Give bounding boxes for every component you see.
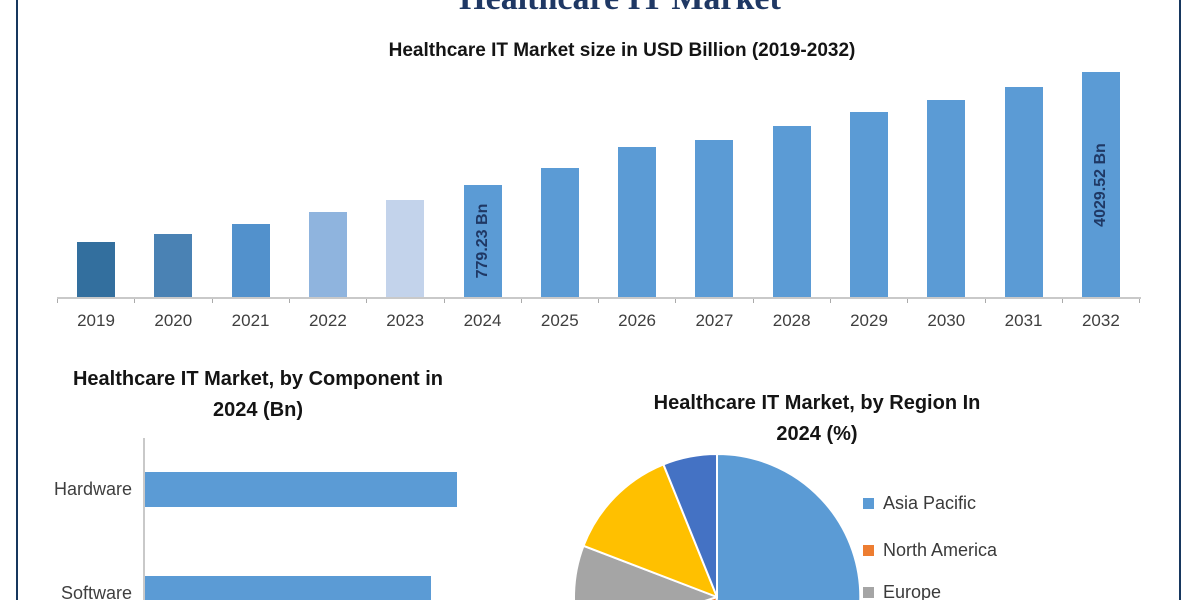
component-chart-title-line2: 2024 (Bn) xyxy=(212,399,304,421)
bar-2029 xyxy=(850,112,888,297)
x-axis-tick xyxy=(1139,299,1141,303)
legend-label-asia-pacific: Asia Pacific xyxy=(883,492,977,513)
bar-2025 xyxy=(540,168,579,297)
bar-2020 xyxy=(154,234,193,297)
x-axis-tick xyxy=(288,299,290,303)
x-axis-tick xyxy=(830,299,831,303)
x-axis-tick xyxy=(598,299,600,303)
pie-slice-unlabeled-3 xyxy=(582,463,718,598)
category-label-hardware: Hardware xyxy=(53,479,132,499)
x-axis-tick xyxy=(134,299,136,303)
bar-2021 xyxy=(231,224,270,297)
x-axis-label-2027: 2027 xyxy=(695,311,734,330)
x-axis-label-2021: 2021 xyxy=(231,311,270,330)
pie-slice-europe xyxy=(573,544,718,600)
legend-label-north-america: North America xyxy=(883,539,998,560)
page-title: Healthcare IT Market xyxy=(40,0,1200,18)
bar-software xyxy=(145,576,431,600)
x-axis-label-2024: 2024 xyxy=(463,311,502,330)
x-axis-tick xyxy=(984,299,986,303)
x-axis-tick xyxy=(1061,299,1063,303)
bar-2027 xyxy=(695,140,734,297)
category-label-software: Software xyxy=(60,583,132,600)
x-axis-label-2030: 2030 xyxy=(927,311,966,330)
legend-item-asia-pacific: Asia Pacific xyxy=(863,493,976,513)
x-axis-label-2019: 2019 xyxy=(77,311,115,330)
component-chart-title: Healthcare IT Market, by Component in 20… xyxy=(18,364,498,426)
x-axis-tick xyxy=(520,299,522,303)
x-axis-tick xyxy=(57,299,58,303)
legend-marker-asia-pacific xyxy=(863,497,874,509)
x-axis-label-2028: 2028 xyxy=(772,311,811,330)
legend-marker-north-america xyxy=(863,544,874,556)
frame-border-right xyxy=(1179,0,1181,600)
x-axis-label-2031: 2031 xyxy=(1004,311,1043,330)
x-axis-label-2023: 2023 xyxy=(386,311,425,330)
region-chart-title-line2: 2024 (%) xyxy=(776,423,858,445)
bar-2024 xyxy=(463,185,502,297)
component-axis-line xyxy=(143,438,145,600)
legend-item-europe: Europe xyxy=(863,582,941,600)
region-pie-chart xyxy=(540,440,1200,600)
x-axis-tick xyxy=(443,299,445,303)
bar-2022 xyxy=(308,212,347,297)
pie-slice-asia-pacific xyxy=(715,452,862,600)
x-axis-line xyxy=(57,297,1141,299)
x-axis-tick xyxy=(675,299,677,303)
bar-hardware xyxy=(145,472,457,507)
pie-slice-unlabeled-4 xyxy=(662,452,718,598)
bar-2023 xyxy=(386,200,425,297)
legend-label-europe: Europe xyxy=(883,581,942,600)
x-axis-label-2022: 2022 xyxy=(308,311,347,330)
x-axis-label-2029: 2029 xyxy=(850,311,888,330)
bar-2031 xyxy=(1004,87,1043,297)
x-axis-tick xyxy=(907,299,909,303)
bar-2030 xyxy=(927,100,966,297)
market-size-chart-title: Healthcare IT Market size in USD Billion… xyxy=(388,40,856,61)
bar-2028 xyxy=(772,126,811,297)
region-pie xyxy=(573,452,862,600)
x-axis-label-2020: 2020 xyxy=(154,311,193,330)
x-axis-label-2032: 2032 xyxy=(1081,311,1120,330)
x-axis-tick xyxy=(752,299,754,303)
legend-item-north-america: North America xyxy=(863,540,997,560)
region-chart-title-line1: Healthcare IT Market, by Region In xyxy=(653,392,981,414)
frame-border-left xyxy=(16,0,18,600)
x-axis-tick xyxy=(366,299,368,303)
component-chart-title-line1: Healthcare IT Market, by Component in xyxy=(72,368,444,390)
bar-2026 xyxy=(618,147,657,297)
legend-marker-europe xyxy=(863,586,874,598)
bar-2019 xyxy=(77,242,115,297)
bar-2032 xyxy=(1081,72,1120,297)
x-axis-tick xyxy=(211,299,213,303)
region-chart-title: Healthcare IT Market, by Region In 2024 … xyxy=(617,388,1017,450)
x-axis-label-2025: 2025 xyxy=(540,311,579,330)
x-axis-label-2026: 2026 xyxy=(618,311,656,330)
component-bar-chart: Hardware Software xyxy=(0,0,540,600)
